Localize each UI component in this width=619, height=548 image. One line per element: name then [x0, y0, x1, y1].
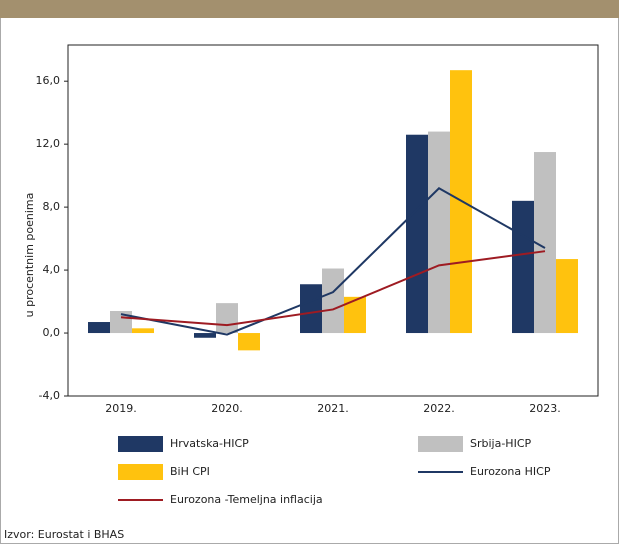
x-tick-label: 2020.: [211, 402, 243, 415]
y-tick-label: 16,0: [36, 74, 61, 87]
legend-swatch: [118, 464, 163, 480]
y-tick-label: 12,0: [36, 137, 61, 150]
bar: [512, 200, 534, 334]
y-tick-label: 0,0: [43, 326, 61, 339]
y-axis-label: u procentnim poenima: [23, 193, 36, 318]
legend-label: BiH CPI: [170, 465, 210, 478]
legend-swatch: [418, 436, 463, 452]
bar: [344, 296, 366, 334]
line: [120, 186, 546, 336]
bar: [406, 134, 428, 334]
legend-label: Eurozona -Temeljna inflacija: [170, 493, 323, 506]
bar: [428, 131, 450, 334]
plot-frame: [67, 44, 599, 397]
bar: [194, 333, 216, 338]
bar: [322, 268, 344, 334]
bar: [300, 284, 322, 334]
x-tick-label: 2021.: [317, 402, 349, 415]
y-tick-label: 8,0: [43, 200, 61, 213]
bar: [534, 152, 556, 334]
line: [120, 250, 546, 327]
bar: [216, 303, 238, 334]
bar: [238, 333, 260, 351]
y-tick-label: 4,0: [43, 263, 61, 276]
bar: [556, 259, 578, 334]
x-tick-label: 2023.: [529, 402, 561, 415]
y-tick-label: -4,0: [39, 389, 60, 402]
x-tick-label: 2019.: [105, 402, 137, 415]
legend-label: Hrvatska-HICP: [170, 437, 249, 450]
bar: [110, 311, 132, 334]
legend-label: Eurozona HICP: [470, 465, 551, 478]
header-bar: [0, 0, 619, 18]
source: Izvor: Eurostat i BHAS: [4, 528, 124, 541]
x-tick-label: 2022.: [423, 402, 455, 415]
legend-label: Srbija-HICP: [470, 437, 532, 450]
bar: [132, 328, 154, 334]
bar: [88, 322, 110, 334]
legend-swatch: [118, 436, 163, 452]
